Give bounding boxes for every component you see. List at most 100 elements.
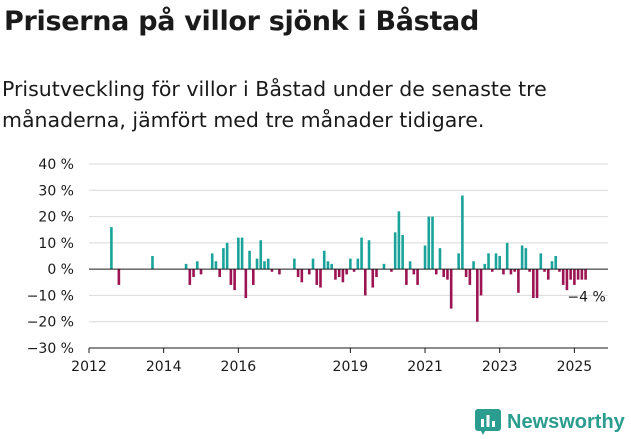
bar [449,269,453,309]
newsworthy-logo: Newsworthy [475,409,625,435]
bar [569,269,572,280]
x-tick-label: 2014 [146,359,182,375]
bar [218,269,221,278]
bar [539,253,543,270]
bar [468,269,472,285]
bar [270,269,274,272]
bar [151,256,154,270]
bar [240,237,244,270]
bar [300,269,304,283]
bar [412,269,416,275]
bar [293,258,296,270]
bar [311,258,315,270]
bar [229,269,233,285]
bar [397,211,401,270]
bar [517,269,520,293]
bar [427,216,431,270]
bar [528,269,531,272]
bar [573,269,576,285]
y-tick-label: 30 % [38,183,74,199]
bar [222,248,225,270]
bar [349,258,352,270]
bar [498,256,502,270]
bar [307,269,311,275]
bar [251,269,255,285]
bar [192,269,195,278]
bar [457,253,460,270]
bar [565,269,569,291]
bar [580,269,584,280]
bar-chart: 40 % 30 % 20 % 10 % 0 % −10 % −20 % −30 % 2012 20… [27,157,608,375]
bar [390,269,393,272]
bar [322,250,326,270]
y-tick-label: −20 % [27,315,74,331]
bar [509,269,513,275]
bar [195,261,199,270]
bar [446,269,449,280]
bar [520,245,524,270]
last-value-label: −4 % [567,290,605,306]
bar [263,261,266,270]
bar [184,263,188,270]
bar [117,269,121,285]
x-tick-label: 2025 [557,359,593,375]
bar [367,240,371,270]
y-tick-label: −10 % [27,288,74,304]
bar [110,227,113,270]
bar [543,269,546,272]
bar [494,253,498,270]
bar [360,237,363,270]
bar [382,263,386,270]
bar [554,256,558,270]
bar [237,237,240,270]
newsworthy-chart-icon [475,409,501,435]
bar [393,232,397,270]
bar [199,269,203,275]
x-tick-label: 2021 [407,359,443,375]
y-tick-label: −30 % [27,341,74,357]
bar [364,269,367,296]
bar [408,261,412,270]
bar [405,269,408,285]
bar [296,269,300,278]
bar [434,269,438,275]
bar [502,269,505,275]
bar [550,261,554,270]
bar [337,269,341,278]
x-tick-label: 2012 [71,359,107,375]
bar [278,269,281,275]
bar [345,269,348,275]
bar [416,269,419,285]
y-tick-label: 40 % [38,157,74,173]
bar [431,216,434,270]
bar [472,261,475,270]
bar [371,269,375,288]
x-tick-label: 2016 [221,359,257,375]
bar [401,234,404,270]
bar [487,253,490,270]
y-tick-label: 20 % [38,210,74,226]
bar [524,248,528,270]
page-title: Priserna på villor sjönk i Båstad [4,6,480,37]
bar [442,269,446,278]
bar [356,258,360,270]
bar [244,269,248,299]
bar [266,258,270,270]
bar [461,195,464,270]
bar [490,269,494,272]
bar [375,269,378,278]
bar [352,269,356,272]
bar [214,261,218,270]
y-tick-label: 10 % [38,236,74,252]
chart-subtitle: Prisutveckling för villor i Båstad under… [2,77,547,132]
bar [561,269,565,285]
bar [423,245,427,270]
bar [233,269,236,291]
bar [479,269,483,296]
bar [505,242,509,270]
bar [535,269,539,299]
bar [210,253,214,270]
bar [315,269,319,285]
newsworthy-wordmark: Newsworthy [507,410,625,433]
bar [330,263,333,270]
